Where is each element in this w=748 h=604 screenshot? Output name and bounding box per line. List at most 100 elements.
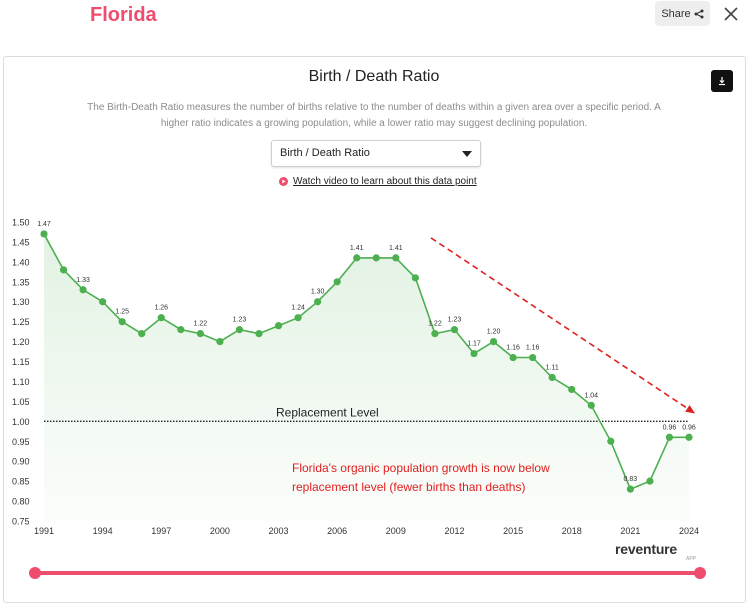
data-label: 1.23 bbox=[448, 317, 462, 324]
annotation-text-line-1: Florida's organic population growth is n… bbox=[292, 461, 550, 475]
play-icon bbox=[279, 177, 288, 186]
x-tick-label: 1994 bbox=[93, 526, 113, 536]
data-point bbox=[568, 385, 576, 394]
y-tick-label: 1.50 bbox=[12, 218, 30, 228]
y-tick-label: 1.05 bbox=[12, 397, 30, 407]
y-tick-label: 1.45 bbox=[12, 237, 30, 247]
data-label: 1.23 bbox=[233, 317, 247, 324]
y-tick-label: 1.20 bbox=[12, 337, 30, 347]
annotation-text-line-2: replacement level (fewer births than dea… bbox=[292, 480, 525, 494]
data-point bbox=[255, 330, 263, 338]
data-point bbox=[40, 230, 48, 238]
data-label: 1.25 bbox=[115, 309, 129, 316]
data-point bbox=[372, 254, 380, 262]
chart-title: Birth / Death Ratio bbox=[308, 68, 440, 85]
y-tick-label: 0.90 bbox=[12, 457, 30, 467]
caret-down-icon bbox=[462, 151, 472, 157]
data-point bbox=[333, 278, 341, 286]
data-label: 1.16 bbox=[526, 345, 540, 352]
x-tick-label: 2012 bbox=[444, 526, 464, 536]
data-point bbox=[470, 349, 478, 358]
chart-area-fill bbox=[44, 234, 689, 521]
data-point bbox=[99, 298, 107, 306]
share-icon bbox=[694, 9, 704, 18]
data-label: 0.83 bbox=[624, 476, 638, 483]
data-label: 0.96 bbox=[663, 424, 677, 431]
reventure-logo-sub: APP bbox=[686, 556, 697, 562]
replacement-level-label: Replacement Level bbox=[276, 405, 379, 419]
close-icon bbox=[724, 7, 738, 21]
data-point bbox=[177, 326, 185, 334]
data-point bbox=[411, 274, 419, 282]
download-icon bbox=[719, 77, 725, 86]
data-point bbox=[274, 322, 283, 330]
y-tick-label: 1.25 bbox=[12, 317, 30, 327]
data-label: 1.41 bbox=[350, 245, 364, 252]
share-button[interactable]: Share bbox=[655, 1, 710, 26]
data-label: 1.33 bbox=[76, 277, 90, 284]
data-label: 1.26 bbox=[154, 305, 168, 312]
data-point bbox=[685, 433, 693, 441]
watch-video-text: Watch video to learn about this data poi… bbox=[293, 176, 477, 187]
download-button[interactable] bbox=[711, 70, 733, 92]
y-tick-label: 1.10 bbox=[12, 377, 30, 387]
data-label: 1.41 bbox=[389, 245, 403, 252]
chart-description: The Birth-Death Ratio measures the numbe… bbox=[87, 102, 661, 129]
data-point bbox=[235, 326, 244, 334]
data-label: 1.16 bbox=[506, 345, 520, 352]
watch-video-link[interactable]: Watch video to learn about this data poi… bbox=[279, 176, 477, 187]
x-tick-label: 2015 bbox=[503, 526, 523, 536]
y-tick-label: 0.75 bbox=[12, 517, 30, 527]
data-point bbox=[216, 338, 224, 346]
data-point bbox=[353, 254, 361, 262]
y-tick-label: 1.15 bbox=[12, 357, 30, 367]
y-tick-label: 0.85 bbox=[12, 477, 30, 487]
x-tick-label: 1997 bbox=[151, 526, 171, 536]
x-tick-label: 2006 bbox=[327, 526, 347, 536]
slider-end-handle[interactable] bbox=[694, 567, 706, 579]
y-tick-label: 1.30 bbox=[12, 297, 30, 307]
x-tick-label: 2021 bbox=[620, 526, 640, 536]
data-point bbox=[587, 401, 595, 409]
slider-start-handle[interactable] bbox=[29, 567, 41, 579]
reventure-logo: reventure bbox=[615, 541, 678, 557]
data-point bbox=[314, 298, 322, 306]
y-tick-label: 0.80 bbox=[12, 497, 30, 507]
data-label: 1.24 bbox=[291, 305, 305, 312]
data-point bbox=[509, 353, 517, 362]
metric-dropdown[interactable]: Birth / Death Ratio bbox=[271, 140, 481, 167]
data-point bbox=[646, 477, 654, 485]
data-label: 1.22 bbox=[194, 321, 208, 328]
metric-dropdown-value: Birth / Death Ratio bbox=[280, 147, 370, 159]
year-range-slider[interactable] bbox=[35, 571, 700, 575]
data-label: 1.47 bbox=[37, 221, 51, 228]
data-point bbox=[157, 314, 165, 322]
data-label: 0.96 bbox=[682, 424, 696, 431]
x-tick-label: 2024 bbox=[679, 526, 699, 536]
y-tick-label: 1.00 bbox=[12, 417, 30, 427]
data-point bbox=[118, 318, 126, 326]
data-point bbox=[548, 373, 556, 382]
data-point bbox=[294, 314, 302, 322]
data-point bbox=[626, 485, 634, 493]
trend-arrow bbox=[430, 237, 696, 415]
y-tick-label: 0.95 bbox=[12, 437, 30, 447]
data-point bbox=[450, 326, 459, 334]
x-tick-label: 2009 bbox=[386, 526, 406, 536]
data-label: 1.22 bbox=[428, 321, 442, 328]
x-tick-label: 1991 bbox=[34, 526, 54, 536]
data-point bbox=[79, 286, 87, 294]
data-label: 1.04 bbox=[584, 392, 598, 399]
share-label: Share bbox=[661, 7, 691, 20]
data-point bbox=[196, 330, 204, 338]
data-point bbox=[431, 330, 439, 338]
x-tick-label: 2018 bbox=[562, 526, 582, 536]
data-label: 1.11 bbox=[546, 364, 559, 371]
close-button[interactable] bbox=[716, 0, 746, 28]
data-point bbox=[138, 330, 146, 338]
data-point bbox=[607, 437, 615, 445]
x-tick-label: 2003 bbox=[269, 526, 289, 536]
data-label: 1.17 bbox=[467, 341, 481, 348]
data-point bbox=[59, 266, 68, 274]
